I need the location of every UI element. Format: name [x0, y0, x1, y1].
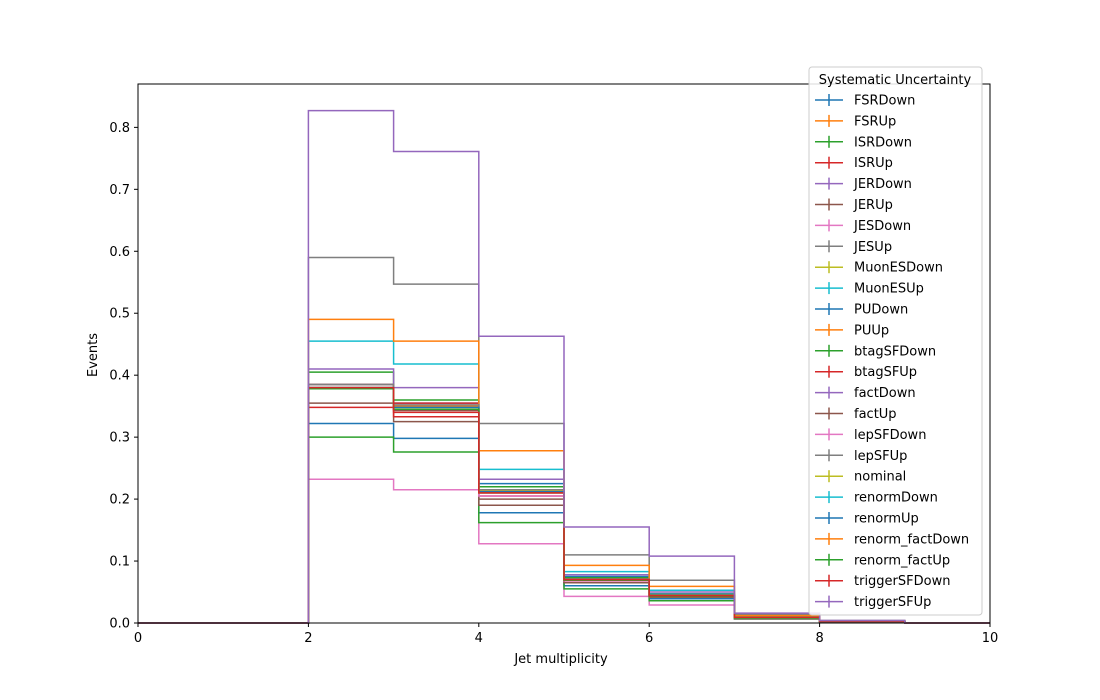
legend-item-lepSFDown: lepSFDown	[815, 428, 926, 443]
legend-item-btagSFDown: btagSFDown	[815, 344, 936, 359]
legend: Systematic Uncertainty FSRDown FSRUp ISRDo…	[808, 66, 983, 616]
legend-label: MuonESUp	[854, 282, 924, 297]
legend-label: factUp	[854, 407, 897, 422]
y-tick-label: 0.8	[109, 121, 130, 136]
legend-item-ISRUp: ISRUp	[815, 156, 893, 171]
x-tick-label: 6	[645, 631, 653, 646]
legend-item-renormDown: renormDown	[815, 491, 938, 506]
legend-item-FSRDown: FSRDown	[815, 94, 915, 109]
y-tick-label: 0.5	[109, 307, 130, 322]
legend-label: triggerSFUp	[854, 595, 931, 610]
legend-label: factDown	[854, 386, 916, 401]
legend-item-JERUp: JERUp	[815, 198, 893, 213]
legend-label: renormDown	[854, 491, 938, 506]
legend-label: JERUp	[853, 198, 893, 213]
legend-label: renorm_factUp	[854, 553, 950, 568]
x-axis-label: Jet multiplicity	[513, 652, 608, 667]
legend-item-PUUp: PUUp	[815, 323, 889, 338]
legend-item-triggerSFDown: triggerSFDown	[815, 574, 950, 589]
y-axis: 0.0 0.1 0.2 0.3 0.4 0.5 0.6 0.7 0.8	[109, 121, 138, 632]
legend-item-btagSFUp: btagSFUp	[815, 365, 917, 380]
legend-label: ISRDown	[854, 135, 912, 150]
legend-box	[808, 66, 983, 616]
y-tick-label: 0.4	[109, 369, 130, 384]
legend-label: btagSFUp	[854, 365, 917, 380]
series-line-triggerSFUp	[138, 109, 990, 624]
legend-label: lepSFUp	[854, 449, 907, 464]
legend-label: nominal	[854, 470, 906, 485]
legend-item-MuonESDown: MuonESDown	[815, 261, 943, 276]
x-tick-label: 2	[304, 631, 312, 646]
y-tick-label: 0.6	[109, 245, 130, 260]
legend-label: JESUp	[853, 240, 892, 255]
legend-item-JESUp: JESUp	[815, 240, 892, 255]
legend-label: FSRDown	[854, 94, 915, 109]
legend-label: btagSFDown	[854, 344, 936, 359]
legend-item-triggerSFUp: triggerSFUp	[815, 595, 931, 610]
legend-item-JESDown: JESDown	[815, 219, 911, 234]
legend-items: FSRDown FSRUp ISRDown ISRUp JERDown JERUp JESD…	[815, 94, 969, 610]
legend-label: PUDown	[854, 303, 908, 318]
x-axis: 0 2 4 6 8 10	[134, 623, 998, 646]
x-tick-label: 10	[982, 631, 999, 646]
legend-item-renorm_factDown: renorm_factDown	[815, 532, 969, 547]
legend-item-FSRUp: FSRUp	[815, 114, 896, 129]
legend-label: JERDown	[853, 177, 912, 192]
legend-item-ISRDown: ISRDown	[815, 135, 912, 150]
legend-title: Systematic Uncertainty	[819, 73, 972, 88]
y-tick-label: 0.1	[109, 555, 130, 570]
legend-label: JESDown	[853, 219, 911, 234]
x-tick-label: 0	[134, 631, 142, 646]
legend-label: FSRUp	[854, 114, 896, 129]
legend-label: renormUp	[854, 512, 919, 527]
legend-item-nominal: nominal	[815, 470, 906, 485]
x-tick-label: 4	[475, 631, 483, 646]
y-tick-label: 0.3	[109, 431, 130, 446]
legend-item-renormUp: renormUp	[815, 512, 919, 527]
series-layer	[138, 109, 990, 624]
legend-label: lepSFDown	[854, 428, 926, 443]
legend-label: renorm_factDown	[854, 532, 969, 547]
legend-label: ISRUp	[854, 156, 893, 171]
y-tick-label: 0.7	[109, 183, 130, 198]
y-tick-label: 0.2	[109, 493, 130, 508]
plot-frame	[137, 83, 991, 624]
legend-label: PUUp	[854, 323, 889, 338]
x-tick-label: 8	[815, 631, 823, 646]
legend-label: triggerSFDown	[854, 574, 950, 589]
y-tick-label: 0.0	[109, 617, 130, 632]
legend-item-lepSFUp: lepSFUp	[815, 449, 907, 464]
legend-item-MuonESUp: MuonESUp	[815, 282, 924, 297]
legend-item-JERDown: JERDown	[815, 177, 912, 192]
legend-item-factUp: factUp	[815, 407, 897, 422]
legend-item-PUDown: PUDown	[815, 303, 908, 318]
legend-item-factDown: factDown	[815, 386, 916, 401]
legend-item-renorm_factUp: renorm_factUp	[815, 553, 950, 568]
legend-label: MuonESDown	[854, 261, 943, 276]
y-axis-label: Events	[86, 333, 101, 377]
